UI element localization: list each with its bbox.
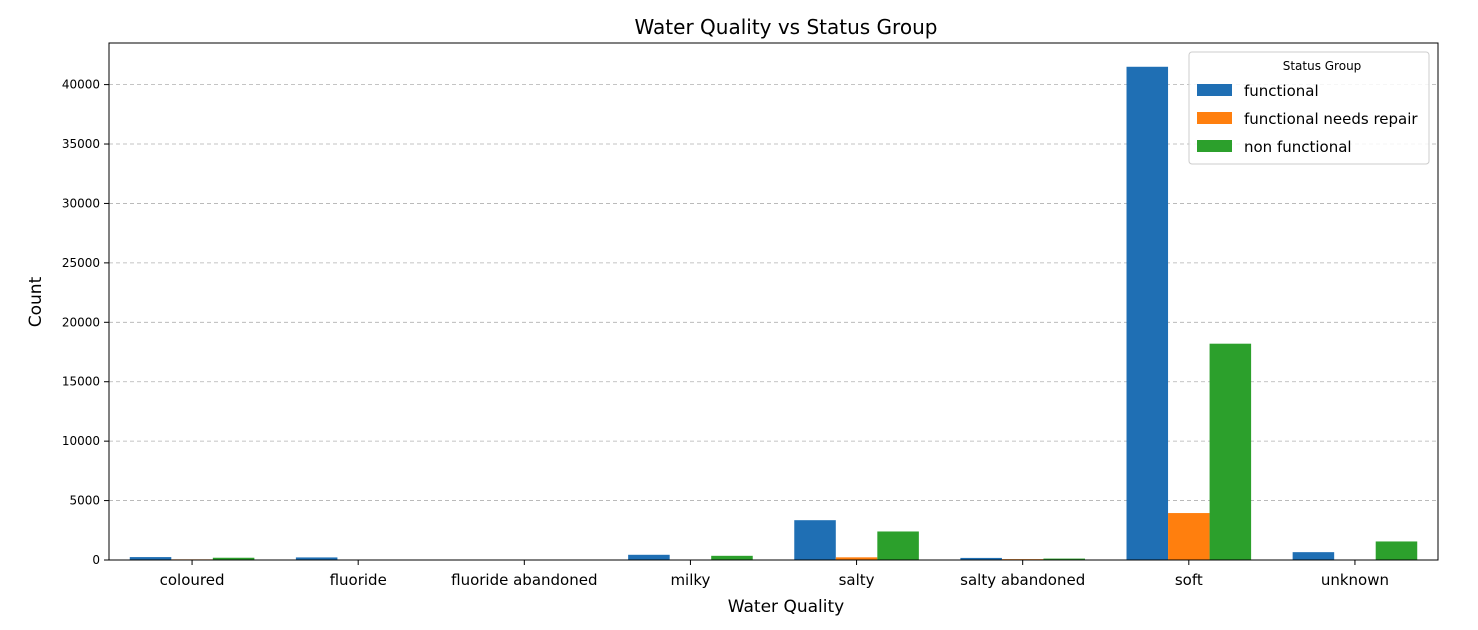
bar-non-functional-unknown — [1375, 541, 1418, 560]
y-axis-label: Count — [26, 276, 46, 327]
legend-box — [1188, 51, 1430, 165]
x-tick-label-salty: salty — [839, 571, 875, 589]
bar-functional-needs-repair-soft — [1168, 513, 1210, 560]
bar-functional-soft — [1126, 66, 1169, 561]
chart-title: Water Quality vs Status Group — [635, 15, 938, 39]
legend-swatch-functional-needs-repair — [1197, 112, 1232, 124]
x-tick-label-fluoride-abandoned: fluoride abandoned — [451, 571, 597, 589]
y-tick-label: 20000 — [62, 315, 100, 329]
x-tick-label-milky: milky — [670, 571, 710, 589]
y-ticks: 0 5000 10000 15000 20000 25000 30000 35000 40000 — [62, 78, 109, 567]
y-tick-label: 30000 — [62, 196, 100, 210]
bar-non-functional-salty — [877, 531, 919, 560]
bar-non-functional-coloured — [212, 557, 255, 560]
legend-title: Status Group — [1283, 59, 1362, 73]
bar-functional-fluoride — [295, 557, 338, 560]
bar-functional-salty-abandoned — [960, 557, 1002, 560]
y-tick-label: 5000 — [69, 494, 100, 508]
y-tick-label: 10000 — [62, 434, 100, 448]
bar-functional-milky — [628, 554, 670, 560]
legend-swatch-non-functional — [1197, 140, 1232, 152]
y-tick-label: 15000 — [62, 375, 100, 389]
y-tick-label: 40000 — [62, 78, 100, 92]
legend-label-functional: functional — [1244, 82, 1319, 100]
x-tick-label-fluoride: fluoride — [330, 571, 387, 589]
y-tick-label: 25000 — [62, 256, 100, 270]
bars — [129, 66, 1418, 561]
legend-swatch-functional — [1197, 84, 1232, 96]
legend-label-functional-needs-repair: functional needs repair — [1244, 110, 1418, 128]
x-tick-label-salty-abandoned: salty abandoned — [960, 571, 1085, 589]
x-axis-label: Water Quality — [728, 597, 844, 617]
bar-functional-unknown — [1292, 552, 1335, 560]
bar-non-functional-salty-abandoned — [1043, 558, 1085, 560]
bar-non-functional-milky — [711, 555, 753, 560]
bar-non-functional-soft — [1209, 343, 1252, 560]
y-tick-label: 0 — [92, 553, 100, 567]
x-tick-label-unknown: unknown — [1321, 571, 1389, 589]
x-ticks: coloured fluoride fluoride abandoned milky s… — [160, 560, 1389, 589]
bar-functional-needs-repair-salty — [835, 557, 878, 560]
legend-label-non-functional: non functional — [1244, 138, 1352, 156]
bar-functional-coloured — [129, 557, 172, 560]
y-tick-label: 35000 — [62, 137, 100, 151]
plot-frame — [108, 42, 1439, 561]
legend: Status Group functional functional needs… — [1188, 51, 1430, 165]
x-tick-label-coloured: coloured — [160, 571, 225, 589]
bar-functional-salty — [794, 520, 836, 560]
x-tick-label-soft: soft — [1175, 571, 1203, 589]
